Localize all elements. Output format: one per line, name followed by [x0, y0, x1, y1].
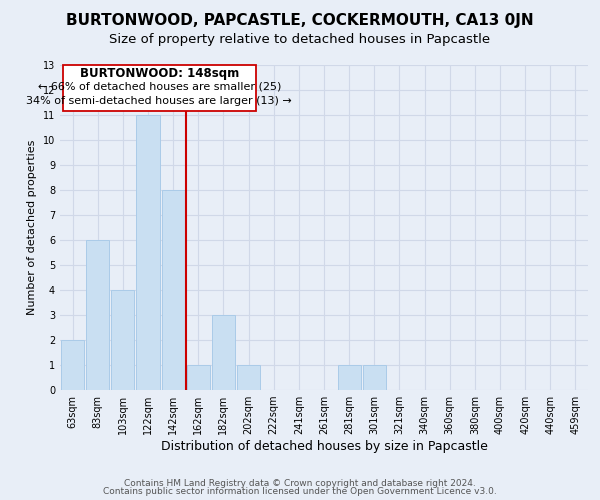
Bar — [237, 365, 260, 390]
Bar — [212, 315, 235, 390]
Text: 34% of semi-detached houses are larger (13) →: 34% of semi-detached houses are larger (… — [26, 96, 292, 106]
Bar — [187, 365, 210, 390]
X-axis label: Distribution of detached houses by size in Papcastle: Distribution of detached houses by size … — [161, 440, 487, 453]
Bar — [136, 115, 160, 390]
Text: ← 66% of detached houses are smaller (25): ← 66% of detached houses are smaller (25… — [38, 81, 281, 91]
Bar — [111, 290, 134, 390]
Bar — [338, 365, 361, 390]
Text: Contains HM Land Registry data © Crown copyright and database right 2024.: Contains HM Land Registry data © Crown c… — [124, 478, 476, 488]
Bar — [86, 240, 109, 390]
Bar — [161, 190, 185, 390]
Text: Contains public sector information licensed under the Open Government Licence v3: Contains public sector information licen… — [103, 487, 497, 496]
Y-axis label: Number of detached properties: Number of detached properties — [27, 140, 37, 315]
Text: BURTONWOOD, PAPCASTLE, COCKERMOUTH, CA13 0JN: BURTONWOOD, PAPCASTLE, COCKERMOUTH, CA13… — [66, 12, 534, 28]
Bar — [363, 365, 386, 390]
Bar — [61, 340, 84, 390]
FancyBboxPatch shape — [62, 65, 256, 112]
Text: BURTONWOOD: 148sqm: BURTONWOOD: 148sqm — [80, 67, 239, 80]
Text: Size of property relative to detached houses in Papcastle: Size of property relative to detached ho… — [109, 32, 491, 46]
